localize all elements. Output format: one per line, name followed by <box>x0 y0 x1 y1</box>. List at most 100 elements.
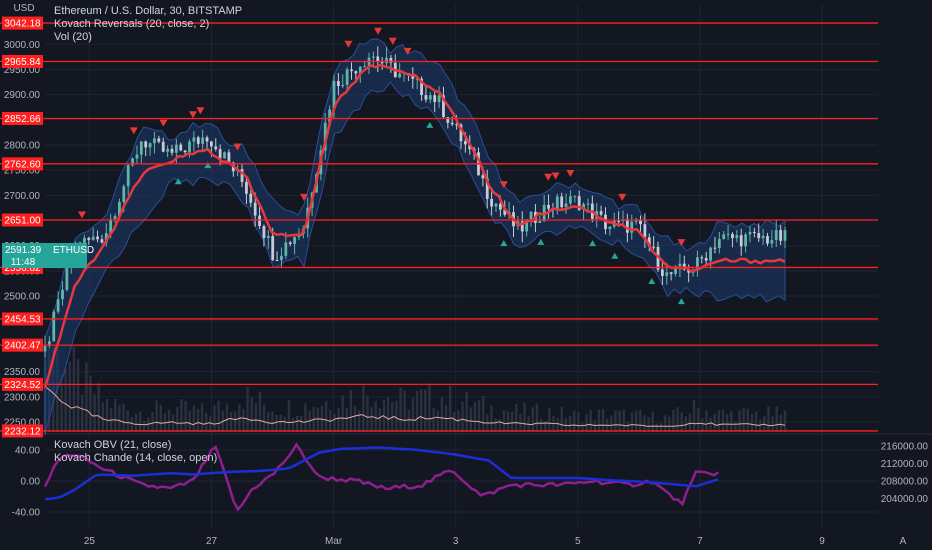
volume-bar <box>474 402 476 432</box>
candle-body <box>157 138 160 141</box>
candle-body <box>770 240 773 244</box>
candle-body <box>166 149 169 152</box>
candle-body <box>346 70 349 85</box>
volume-bar <box>155 400 157 432</box>
volume-bar <box>532 407 534 432</box>
candle-body <box>757 233 760 238</box>
volume-bar <box>618 411 620 432</box>
candle-body <box>556 196 559 209</box>
candle-body <box>779 230 782 241</box>
candle-body <box>92 237 95 240</box>
time-axis-label: Mar <box>325 536 343 547</box>
volume-bar <box>230 412 232 432</box>
volume-bar <box>437 410 439 432</box>
candle-body <box>705 258 708 261</box>
volume-bar <box>420 389 422 432</box>
candle-body <box>385 58 388 63</box>
volume-bar <box>776 406 778 432</box>
candle-body <box>709 248 712 261</box>
price-tick-label: 3000.00 <box>4 40 41 51</box>
volume-bar <box>680 413 682 432</box>
volume-bar <box>610 415 612 432</box>
volume-bar <box>387 397 389 432</box>
volume-bar <box>375 401 377 432</box>
legend-indicator-volume: Vol (20) <box>54 31 92 44</box>
volume-bar <box>246 387 248 432</box>
candle-body <box>61 290 64 299</box>
volume-bar <box>635 411 637 432</box>
obv-tick-label: 216000.00 <box>881 442 929 453</box>
candle-body <box>661 270 664 276</box>
volume-bar <box>226 403 228 432</box>
volume-bar <box>647 417 649 432</box>
time-axis-label: 7 <box>697 536 703 547</box>
time-axis-label: 9 <box>819 536 825 547</box>
volume-bar <box>767 406 769 432</box>
volume-bar <box>304 403 306 432</box>
volume-bar <box>354 406 356 432</box>
price-tick-label: 2350.00 <box>4 367 41 378</box>
volume-bar <box>784 411 786 432</box>
volume-bar <box>98 383 100 432</box>
volume-bar <box>284 417 286 432</box>
candle-body <box>57 299 60 312</box>
candle-body <box>731 234 734 238</box>
candle-body <box>249 194 252 203</box>
candle-body <box>762 236 765 238</box>
price-tick-label: 2800.00 <box>4 140 41 151</box>
level-label-text: 2402.47 <box>4 341 41 352</box>
candle-body <box>652 247 655 248</box>
volume-bar <box>722 410 724 432</box>
volume-bar <box>561 407 563 432</box>
candle-body <box>293 237 296 244</box>
candle-body <box>201 137 204 143</box>
volume-bar <box>259 392 261 432</box>
level-label-text: 2454.53 <box>4 314 41 325</box>
volume-bar <box>478 400 480 432</box>
volume-bar <box>714 414 716 432</box>
volume-bar <box>424 389 426 432</box>
candle-body <box>188 142 191 153</box>
volume-bar <box>114 399 116 432</box>
volume-bar <box>672 410 674 432</box>
candle-body <box>122 186 125 202</box>
candle-body <box>600 211 603 214</box>
candle-body <box>569 196 572 203</box>
candle-body <box>433 95 436 102</box>
volume-bar <box>346 408 348 432</box>
volume-bar <box>106 399 108 432</box>
current-price-value: 2591.39 <box>5 245 42 256</box>
candle-body <box>254 203 257 216</box>
volume-bar <box>69 361 71 432</box>
volume-bar <box>639 410 641 432</box>
price-tick-label: 2300.00 <box>4 392 41 403</box>
volume-bar <box>300 416 302 432</box>
volume-bar <box>598 410 600 432</box>
candle-body <box>271 236 274 260</box>
volume-bar <box>172 415 174 432</box>
volume-bar <box>441 397 443 432</box>
candle-body <box>153 138 156 143</box>
candle-body <box>775 230 778 240</box>
volume-bar <box>726 414 728 432</box>
candle-body <box>530 212 533 219</box>
volume-bar <box>594 420 596 432</box>
legend-title: Ethereum / U.S. Dollar, 30, BITSTAMP <box>54 5 242 18</box>
candle-body <box>714 248 717 249</box>
volume-bar <box>135 414 137 432</box>
candle-body <box>700 257 703 258</box>
candle-body <box>337 81 340 86</box>
volume-bar <box>428 383 430 432</box>
volume-bar <box>64 368 66 432</box>
volume-bar <box>118 405 120 432</box>
volume-bar <box>470 407 472 432</box>
volume-bar <box>151 412 153 432</box>
level-label-text: 2324.52 <box>4 380 41 391</box>
candle-body <box>617 221 620 222</box>
volume-bar <box>631 412 633 432</box>
volume-bar <box>718 410 720 432</box>
candle-body <box>643 224 646 237</box>
volume-bar <box>569 416 571 432</box>
candle-body <box>219 149 222 158</box>
